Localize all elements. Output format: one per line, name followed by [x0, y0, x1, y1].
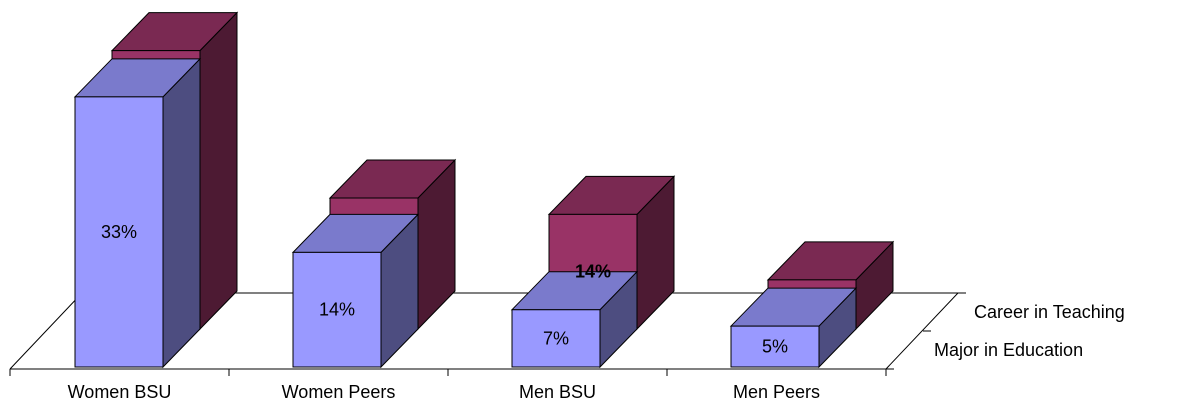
x-tick-label-2: Women Peers	[282, 382, 396, 402]
bar-front-2	[291, 213, 420, 369]
bar-front-4	[729, 286, 858, 369]
chart-labels: 14% 33% Women BSU 14% Women Peers 7% Men BSU 5%…	[68, 222, 1125, 402]
x-tick-label-3: Men BSU	[519, 382, 596, 402]
data-label-front-3: 7%	[543, 328, 569, 348]
data-label-front-1: 33%	[101, 222, 137, 242]
series-label-career: Career in Teaching	[974, 302, 1125, 322]
chart-axes	[9, 292, 966, 376]
data-label-front-4: 5%	[762, 337, 788, 357]
bar-front-4-front	[730, 325, 820, 368]
chart-floor	[9, 292, 960, 370]
bar-front-1-side	[162, 57, 201, 369]
bar-front-1	[73, 57, 202, 369]
bar-front-1-front	[74, 96, 164, 368]
bar-front-3-front	[511, 309, 601, 368]
data-label-front-2: 14%	[319, 300, 355, 320]
x-tick-label-1: Women BSU	[68, 382, 172, 402]
chart-floor-outline	[9, 292, 960, 370]
bar-back-1-side	[199, 11, 238, 331]
bar-front-2-front	[292, 251, 382, 368]
data-label-back-3: 14%	[575, 262, 611, 282]
chart-bars	[73, 11, 895, 369]
bar-front-3	[510, 270, 639, 369]
x-tick-label-4: Men Peers	[733, 382, 820, 402]
series-label-major: Major in Education	[934, 340, 1083, 360]
